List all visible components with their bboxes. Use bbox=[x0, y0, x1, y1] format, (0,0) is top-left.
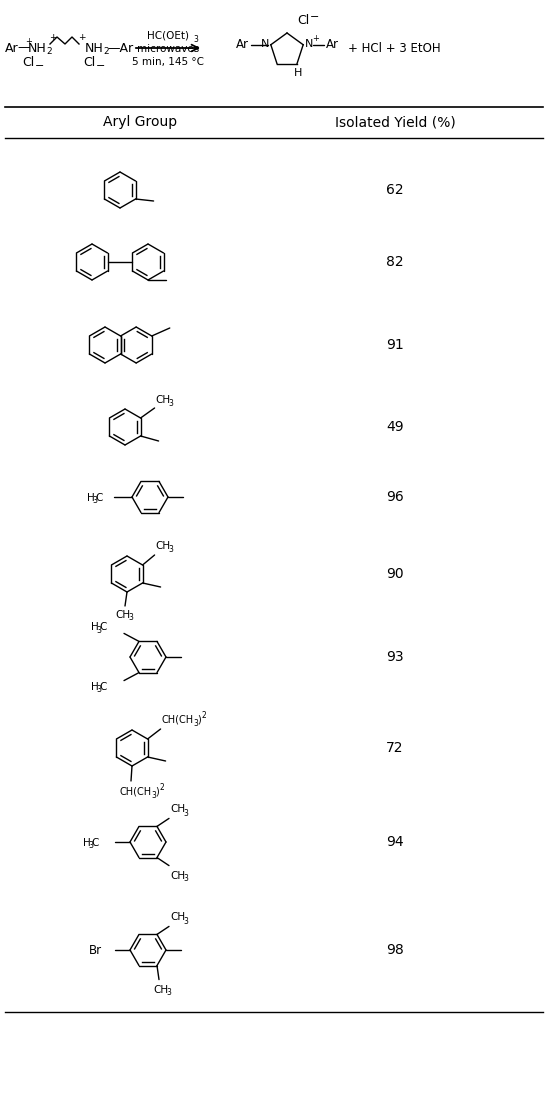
Text: 94: 94 bbox=[386, 836, 404, 849]
Text: 2: 2 bbox=[159, 784, 164, 793]
Text: 62: 62 bbox=[386, 183, 404, 197]
Text: +: + bbox=[78, 34, 85, 43]
Text: −: − bbox=[310, 12, 319, 22]
Text: CH: CH bbox=[153, 984, 168, 995]
Text: 3: 3 bbox=[169, 545, 174, 554]
Text: H: H bbox=[83, 838, 91, 848]
Text: C: C bbox=[99, 623, 107, 633]
Text: 3: 3 bbox=[151, 791, 156, 800]
Text: 3: 3 bbox=[128, 614, 133, 623]
Text: Ar: Ar bbox=[326, 38, 339, 52]
Text: 3: 3 bbox=[166, 988, 171, 997]
Text: 2: 2 bbox=[46, 47, 52, 56]
Text: 3: 3 bbox=[96, 626, 101, 635]
Text: —: — bbox=[17, 41, 30, 55]
Text: 2: 2 bbox=[202, 711, 207, 720]
Text: Ar: Ar bbox=[236, 38, 249, 52]
Text: 3: 3 bbox=[183, 809, 188, 818]
Text: 96: 96 bbox=[386, 491, 404, 504]
Text: H: H bbox=[91, 682, 99, 691]
Text: CH(CH: CH(CH bbox=[162, 715, 193, 725]
Text: +: + bbox=[25, 37, 32, 46]
Text: CH: CH bbox=[156, 395, 171, 405]
Text: N: N bbox=[260, 39, 269, 49]
Text: 98: 98 bbox=[386, 943, 404, 956]
Text: CH: CH bbox=[170, 870, 185, 880]
Text: Isolated Yield (%): Isolated Yield (%) bbox=[335, 115, 455, 129]
Text: CH: CH bbox=[170, 804, 185, 814]
Text: —Ar: —Ar bbox=[107, 41, 133, 55]
Text: 5 min, 145 °C: 5 min, 145 °C bbox=[132, 57, 204, 67]
Text: −: − bbox=[96, 60, 105, 71]
Text: NH: NH bbox=[85, 41, 104, 55]
Text: Cl: Cl bbox=[297, 15, 309, 28]
Text: CH: CH bbox=[170, 913, 185, 923]
Text: 82: 82 bbox=[386, 255, 404, 269]
Text: Br: Br bbox=[89, 943, 102, 956]
Text: C: C bbox=[92, 838, 99, 848]
Text: Cl: Cl bbox=[83, 56, 95, 68]
Text: 49: 49 bbox=[386, 420, 404, 435]
Text: H: H bbox=[87, 493, 95, 503]
Text: 90: 90 bbox=[386, 567, 404, 581]
Text: + HCl + 3 EtOH: + HCl + 3 EtOH bbox=[348, 41, 441, 55]
Text: +: + bbox=[312, 35, 319, 44]
Text: 3: 3 bbox=[193, 719, 198, 728]
Text: 3: 3 bbox=[96, 684, 101, 693]
Text: C: C bbox=[95, 493, 102, 503]
Text: 3: 3 bbox=[169, 399, 174, 408]
Text: 3: 3 bbox=[183, 874, 188, 883]
Text: ): ) bbox=[155, 787, 159, 797]
Text: CH(CH: CH(CH bbox=[119, 787, 151, 797]
Text: H: H bbox=[91, 623, 99, 633]
Text: CH: CH bbox=[115, 610, 130, 620]
Text: ): ) bbox=[198, 715, 201, 725]
Text: 3: 3 bbox=[88, 841, 93, 850]
Text: 72: 72 bbox=[386, 741, 404, 755]
Text: CH: CH bbox=[156, 541, 171, 551]
Text: Ar: Ar bbox=[5, 41, 19, 55]
Text: 3: 3 bbox=[93, 496, 98, 505]
Text: 93: 93 bbox=[386, 650, 404, 664]
Text: 91: 91 bbox=[386, 338, 404, 352]
Text: Aryl Group: Aryl Group bbox=[103, 115, 177, 129]
Text: 3: 3 bbox=[183, 917, 188, 926]
Text: 2: 2 bbox=[103, 47, 109, 56]
Text: N: N bbox=[305, 39, 313, 49]
Text: +: + bbox=[49, 34, 57, 43]
Text: HC(OEt): HC(OEt) bbox=[147, 31, 189, 41]
Text: 3: 3 bbox=[193, 36, 198, 45]
Text: −: − bbox=[35, 60, 44, 71]
Text: microwaves: microwaves bbox=[137, 44, 199, 54]
Text: C: C bbox=[99, 682, 107, 691]
Text: Cl: Cl bbox=[22, 56, 34, 68]
Text: H: H bbox=[294, 67, 302, 77]
Text: NH: NH bbox=[28, 41, 47, 55]
